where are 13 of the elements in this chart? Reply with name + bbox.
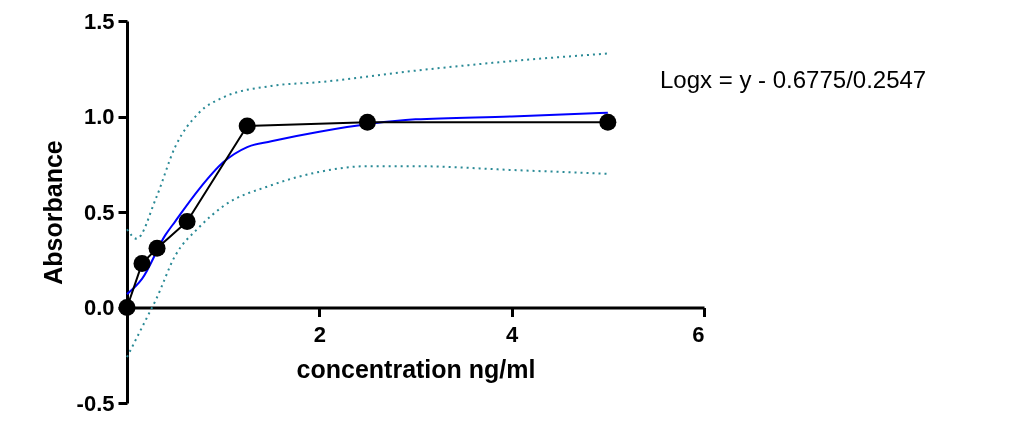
x-tick-label: 4 [506,322,520,347]
y-tick-label: -0.5 [76,390,115,416]
x-tick-label: 2 [313,322,326,347]
x-tick-label: 6 [692,322,705,347]
x-axis-title: concentration ng/ml [296,355,536,383]
y-axis-title: Absorbance [38,140,67,285]
line-series [126,52,609,240]
y-tick-label: 0.0 [83,295,115,320]
y-tick-label: 0.5 [83,199,115,225]
y-tick-label: 1.5 [83,8,115,34]
annotation: Logx = y - 0.6775/0.2547 [660,66,927,93]
y-tick-label: 1.0 [83,104,115,129]
line-series [126,165,609,359]
